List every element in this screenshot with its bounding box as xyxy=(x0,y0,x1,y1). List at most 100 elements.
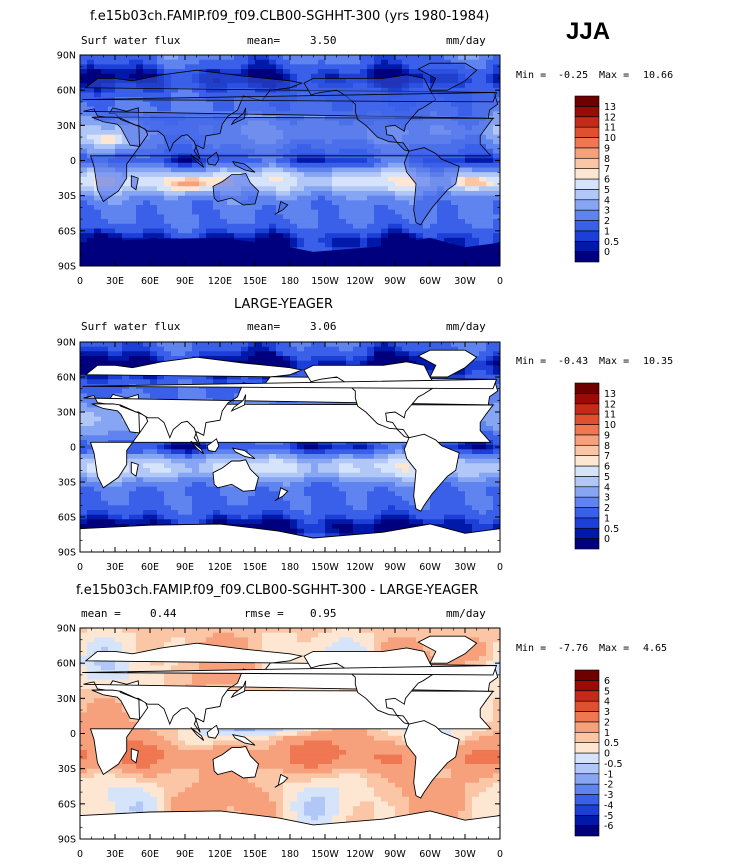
panel3-field xyxy=(80,628,500,839)
continent-outline xyxy=(190,727,205,741)
continent-outline xyxy=(206,151,220,166)
y-tick-label: 30S xyxy=(58,764,76,775)
y-tick-label: 30N xyxy=(57,121,76,132)
panel3-max-value: 4.65 xyxy=(643,643,668,654)
x-tick-label: 90E xyxy=(176,849,194,860)
panel2-max-value: 10.35 xyxy=(643,356,674,367)
y-tick-label: 60N xyxy=(57,373,76,384)
x-tick-label: 150W xyxy=(311,562,339,573)
x-tick-label: 90E xyxy=(176,562,194,573)
panel3-min-value: -7.76 xyxy=(558,643,589,654)
colorbar-label: 6 xyxy=(604,462,610,473)
y-tick-label: 60N xyxy=(57,659,76,670)
continent-outline xyxy=(403,147,460,226)
continent-outline xyxy=(230,107,247,126)
continent-outline xyxy=(212,172,259,206)
colorbar-swatch xyxy=(574,444,600,456)
continent-outline xyxy=(274,773,289,788)
colorbar-label: 9 xyxy=(604,430,610,441)
colorbar-label: 3 xyxy=(604,206,610,217)
continent-outline xyxy=(231,447,256,460)
colorbar-swatch xyxy=(574,721,600,733)
colorbar-label: 7 xyxy=(604,451,610,462)
colorbar-label: 0 xyxy=(604,534,610,545)
continent-outline xyxy=(206,438,220,453)
x-tick-label: 0 xyxy=(77,849,83,860)
colorbar-swatch xyxy=(574,700,600,712)
colorbar-swatch xyxy=(574,773,600,785)
continent-outline xyxy=(80,810,500,839)
x-tick-label: 120W xyxy=(346,562,374,573)
colorbar-label: 1 xyxy=(604,226,610,237)
colorbar-swatch xyxy=(574,680,600,692)
colorbar-swatch xyxy=(574,424,600,436)
colorbar-label: 5 xyxy=(604,185,610,196)
colorbar-swatch xyxy=(574,742,600,754)
y-tick-label: 90N xyxy=(57,624,76,635)
x-tick-label: 180 xyxy=(281,276,299,287)
x-tick-label: 150W xyxy=(311,276,339,287)
colorbar-label: 3 xyxy=(604,707,610,718)
x-tick-label: 150E xyxy=(243,562,267,573)
panel1-units: mm/day xyxy=(446,34,486,47)
colorbar-swatch xyxy=(574,137,600,149)
x-tick-label: 0 xyxy=(497,276,503,287)
colorbar-label: 8 xyxy=(604,441,610,452)
colorbar-swatch xyxy=(574,209,600,221)
x-tick-label: 60E xyxy=(141,276,159,287)
colorbar-swatch xyxy=(574,240,600,252)
continent-outline xyxy=(230,680,247,699)
panel1-variable-label: Surf water flux xyxy=(81,34,181,47)
y-tick-label: 30N xyxy=(57,694,76,705)
colorbar-label: 10 xyxy=(604,420,616,431)
panel2-units: mm/day xyxy=(446,320,486,333)
colorbar-swatch xyxy=(574,230,600,242)
colorbar-swatch xyxy=(574,507,600,519)
x-tick-label: 90E xyxy=(176,276,194,287)
panel3-map: 0 30E 60E 90E 120E 150E 180 150W 120W 90W 60W 30W 09… xyxy=(57,624,503,861)
colorbar-label: 9 xyxy=(604,143,610,154)
panel3-units: mm/day xyxy=(446,607,486,620)
x-tick-label: 90W xyxy=(384,562,406,573)
colorbar-swatch xyxy=(574,116,600,128)
x-tick-label: 90W xyxy=(384,849,406,860)
colorbar-swatch xyxy=(574,794,600,806)
colorbar-swatch xyxy=(574,393,600,405)
y-tick-label: 90N xyxy=(57,338,76,349)
colorbar-label: 0 xyxy=(604,749,610,760)
colorbar-swatch xyxy=(574,731,600,743)
x-tick-label: 30W xyxy=(454,562,476,573)
colorbar-label: 0.5 xyxy=(604,738,619,749)
panel2-min-label: Min = xyxy=(516,356,547,367)
x-tick-label: 30W xyxy=(454,276,476,287)
x-tick-label: 0 xyxy=(77,562,83,573)
continent-outline xyxy=(206,724,220,739)
colorbar-swatch xyxy=(574,783,600,795)
colorbar-swatch xyxy=(574,825,600,837)
y-tick-label: 60N xyxy=(57,86,76,97)
panel1-min-value: -0.25 xyxy=(558,70,589,81)
x-tick-label: 120E xyxy=(208,849,232,860)
panel3-rmse-label: rmse = xyxy=(244,607,284,620)
colorbar-swatch xyxy=(574,251,600,263)
colorbar-swatch xyxy=(574,382,600,394)
colorbar-swatch xyxy=(574,157,600,169)
panel3-mean-label: mean = xyxy=(81,607,121,620)
panel2-title: LARGE-YEAGER xyxy=(234,297,334,312)
x-tick-label: 30E xyxy=(106,562,124,573)
panel1-field xyxy=(80,55,500,266)
panel1-map: 0 30E 60E 90E 120E 150E 180 150W 120W 90W 60W 30W 09… xyxy=(57,51,503,288)
continent-outline xyxy=(212,459,260,492)
colorbar-label: 2 xyxy=(604,503,610,514)
colorbar-label: 11 xyxy=(604,123,616,134)
colorbar-label: 12 xyxy=(604,112,616,123)
colorbar-swatch xyxy=(574,527,600,539)
colorbar-label: -0.5 xyxy=(604,759,623,770)
panel2-max-label: Max = xyxy=(599,356,630,367)
x-tick-label: 150E xyxy=(243,849,267,860)
colorbar-label: 13 xyxy=(604,389,616,400)
x-tick-label: 60W xyxy=(419,276,441,287)
